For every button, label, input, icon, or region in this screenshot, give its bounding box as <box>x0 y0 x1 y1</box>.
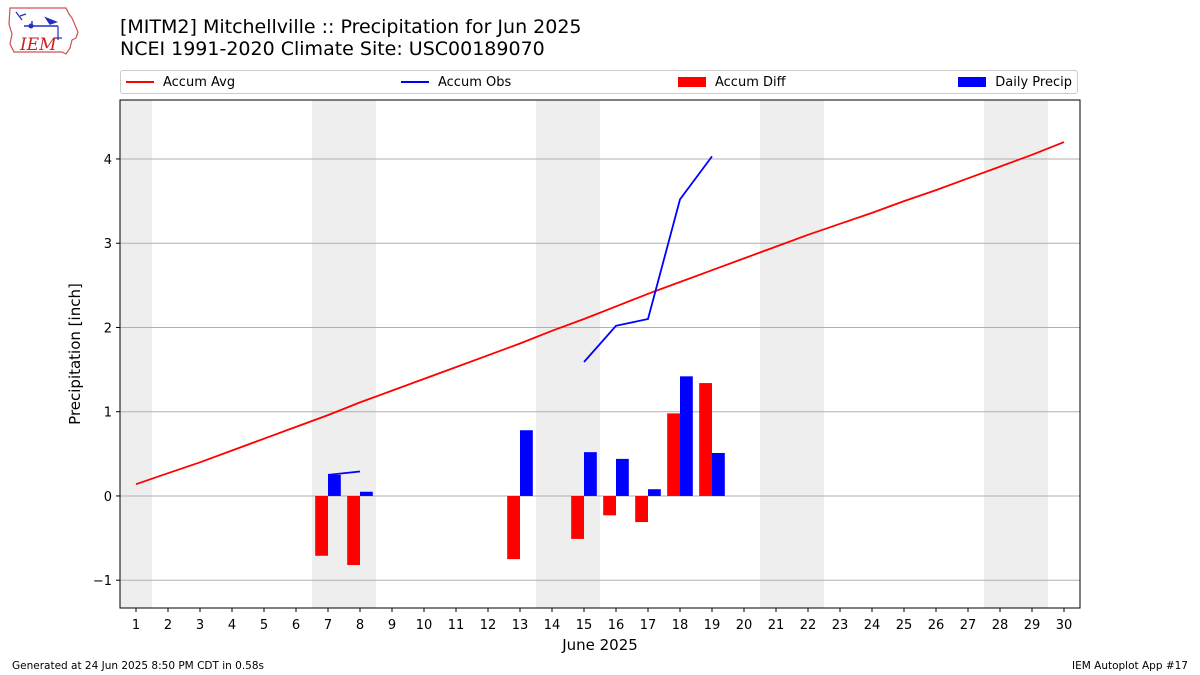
x-axis-label: June 2025 <box>561 636 638 654</box>
x-tick-label: 1 <box>132 618 140 633</box>
x-tick-label: 30 <box>1056 618 1073 633</box>
x-tick-label: 16 <box>608 618 625 633</box>
x-tick-label: 14 <box>544 618 561 633</box>
accum-diff-bar <box>635 495 648 523</box>
daily-precip-bar <box>648 489 661 496</box>
accum-obs-line <box>583 155 713 363</box>
y-tick-label: 0 <box>104 490 112 505</box>
legend-item-accum-diff: Accum Diff <box>678 74 786 90</box>
x-tick-label: 11 <box>448 618 465 633</box>
weekend-band <box>536 100 600 608</box>
weekend-band <box>760 100 824 608</box>
x-tick-label: 3 <box>196 618 204 633</box>
accum-diff-bar <box>571 495 584 539</box>
legend-swatch-daily-precip <box>958 77 987 87</box>
x-tick-label: 15 <box>576 618 593 633</box>
legend-item-accum-obs: Accum Obs <box>401 74 511 90</box>
x-tick-label: 2 <box>164 618 172 633</box>
x-tick-label: 12 <box>480 618 497 633</box>
bars <box>315 376 725 566</box>
logo-text: IEM <box>19 35 57 55</box>
daily-precip-bar <box>520 430 533 496</box>
x-tick-label: 19 <box>704 618 721 633</box>
accum-obs-line <box>327 470 361 476</box>
x-tick-label: 21 <box>768 618 785 633</box>
y-tick-label: 2 <box>104 321 112 336</box>
legend-label-accum-obs: Accum Obs <box>438 74 512 90</box>
x-tick-label: 5 <box>260 618 268 633</box>
y-tick-label: 1 <box>104 406 112 421</box>
x-tick-label: 22 <box>800 618 817 633</box>
legend-swatch-accum-diff <box>678 77 706 87</box>
plot-frame <box>119 99 1081 609</box>
x-tick-label: 20 <box>736 618 753 633</box>
x-tick-label: 18 <box>672 618 689 633</box>
accum-diff-bar <box>603 495 616 516</box>
x-tick-label: 9 <box>388 618 396 633</box>
daily-precip-bar <box>360 491 373 496</box>
legend-item-accum-avg: Accum Avg <box>126 74 235 90</box>
y-tick-label: −1 <box>93 574 112 589</box>
accum-diff-bar <box>507 495 520 560</box>
x-tick-label: 25 <box>896 618 913 633</box>
daily-precip-bar <box>584 452 597 496</box>
x-tick-label: 4 <box>228 618 236 633</box>
daily-precip-bar <box>328 474 341 496</box>
accum-diff-bar <box>667 413 680 496</box>
x-tick-label: 28 <box>992 618 1009 633</box>
legend-label-daily-precip: Daily Precip <box>995 74 1072 90</box>
x-tick-label: 26 <box>928 618 945 633</box>
chart-title: [MITM2] Mitchellville :: Precipitation f… <box>120 16 582 38</box>
weekend-band <box>120 100 152 608</box>
legend: Accum Avg Accum Obs Accum Diff Daily Pre… <box>120 70 1078 94</box>
x-tick-label: 29 <box>1024 618 1041 633</box>
x-tick-label: 24 <box>864 618 881 633</box>
x-tick-label: 7 <box>324 618 332 633</box>
daily-precip-bar <box>680 376 693 496</box>
y-tick-label: 4 <box>104 153 112 168</box>
x-tick-label: 23 <box>832 618 849 633</box>
gridlines <box>120 158 1080 581</box>
accum-diff-bar <box>699 383 712 496</box>
legend-swatch-accum-obs <box>401 81 429 83</box>
x-tick-label: 10 <box>416 618 433 633</box>
x-tick-label: 8 <box>356 618 364 633</box>
x-tick-label: 13 <box>512 618 529 633</box>
y-tick-label: 3 <box>104 237 112 252</box>
generated-timestamp: Generated at 24 Jun 2025 8:50 PM CDT in … <box>12 660 265 672</box>
chart-subtitle: NCEI 1991-2020 Climate Site: USC00189070 <box>120 38 545 60</box>
legend-label-accum-diff: Accum Diff <box>715 74 786 90</box>
legend-label-accum-avg: Accum Avg <box>163 74 236 90</box>
legend-item-daily-precip: Daily Precip <box>958 74 1072 90</box>
lines <box>135 141 1065 486</box>
x-tick-label: 6 <box>292 618 300 633</box>
x-tick-label: 27 <box>960 618 977 633</box>
x-tick-label: 17 <box>640 618 657 633</box>
accum-avg-line <box>135 141 1065 486</box>
app-label: IEM Autoplot App #17 <box>1072 660 1188 672</box>
legend-swatch-accum-avg <box>126 81 154 83</box>
accum-diff-bar <box>315 495 328 556</box>
accum-diff-bar <box>347 495 360 566</box>
weekend-band <box>984 100 1048 608</box>
daily-precip-bar <box>616 458 629 496</box>
y-axis-label: Precipitation [inch] <box>66 283 84 425</box>
iem-logo: IEM <box>8 7 79 55</box>
weekend-bands <box>120 100 1048 608</box>
daily-precip-bar <box>712 452 725 496</box>
